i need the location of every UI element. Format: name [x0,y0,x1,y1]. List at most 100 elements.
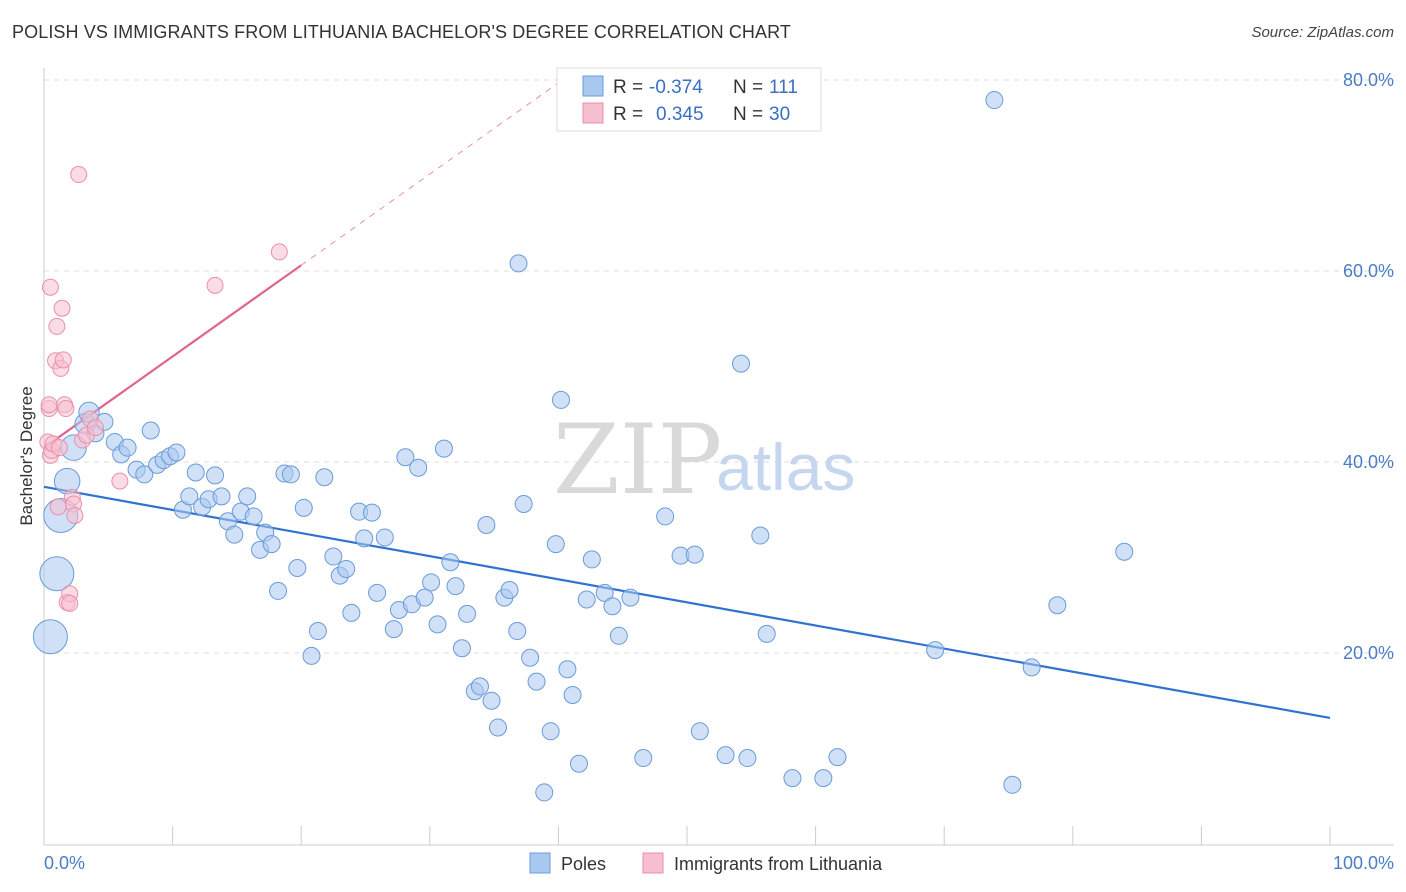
y-tick-label-60: 60.0% [1343,261,1394,281]
point-poles-68 [488,718,507,737]
y-tick-labels: 20.0% 40.0% 60.0% 80.0% [1343,70,1394,663]
point-poles-84 [582,550,601,569]
point-poles-45 [342,603,361,622]
point-poles-80 [558,660,577,679]
point-lithuania-28 [270,243,288,261]
point-poles-88 [621,588,640,607]
point-poles-39 [302,646,321,665]
point-poles-72 [509,254,528,273]
point-poles-56 [415,588,434,607]
point-poles-25 [212,487,231,506]
point-poles-99 [783,769,802,788]
point-poles-34 [269,581,288,600]
legend-n-value-lithuania: 30 [769,104,790,125]
point-lithuania-21 [70,166,88,184]
legend-swatch-lithuania [582,102,604,124]
point-poles-70 [500,580,519,599]
point-poles-94 [716,746,735,765]
series-legend-swatch-poles [529,852,551,874]
point-lithuania-2 [40,396,58,414]
point-poles-0 [32,619,68,655]
point-poles-48 [362,503,381,522]
y-tick-label-40: 40.0% [1343,452,1394,472]
trend-line-lithuania-extension [300,82,559,266]
point-poles-49 [368,583,387,602]
point-poles-29 [238,487,257,506]
point-poles-50 [375,528,394,547]
point-lithuania-17 [61,594,79,612]
point-poles-41 [315,468,334,487]
point-poles-14 [141,421,160,440]
point-poles-87 [609,626,628,645]
point-poles-77 [541,722,560,741]
point-poles-100 [814,769,833,788]
point-poles-21 [186,463,205,482]
legend-n-label-lithuania: N = [733,104,768,125]
point-lithuania-14 [57,400,75,418]
point-poles-104 [1003,775,1022,794]
point-poles-36 [281,465,300,484]
point-poles-81 [563,686,582,705]
legend-n-value-poles: 111 [769,77,798,98]
y-tick-label-20: 20.0% [1343,643,1394,663]
series-legend: Poles Immigrants from Lithuania [529,852,883,874]
point-poles-42 [324,547,343,566]
point-poles-67 [482,691,501,710]
trend-line-poles [43,485,1331,720]
point-lithuania-6 [41,278,59,296]
point-poles-97 [751,526,770,545]
point-poles-59 [434,439,453,458]
point-poles-76 [535,783,554,802]
watermark-atlas: atlas [716,430,855,504]
point-poles-40 [308,622,327,641]
point-lithuania-9 [49,498,67,516]
point-poles-58 [428,615,447,634]
x-axis-ticks [43,826,1331,845]
point-lithuania-11 [53,299,71,317]
point-poles-1 [39,556,75,592]
point-poles-30 [244,507,263,526]
point-poles-101 [828,748,847,767]
point-poles-71 [508,622,527,641]
point-lithuania-8 [48,317,66,335]
legend-swatch-poles [582,75,604,97]
point-poles-11 [118,438,137,457]
series-legend-swatch-lithuania [642,852,664,874]
point-poles-75 [527,672,546,691]
points-lithuania [39,166,288,612]
point-poles-53 [396,448,415,467]
point-poles-78 [546,535,565,554]
x-tick-label-max: 100.0% [1333,853,1394,873]
point-poles-74 [521,648,540,667]
legend-n-label-poles: N = [733,77,768,98]
legend-r-value-lithuania: 0.345 [656,104,704,125]
legend-r-label-lithuania: R = [613,104,648,125]
point-poles-93 [690,722,709,741]
point-poles-106 [1048,596,1067,615]
series-legend-label-poles: Poles [561,854,606,874]
point-poles-13 [135,465,154,484]
point-poles-98 [757,624,776,643]
y-axis-label: Bachelor's Degree [17,386,36,525]
point-poles-38 [294,498,313,517]
point-lithuania-27 [206,276,224,294]
point-lithuania-12 [54,351,72,369]
point-poles-105 [1022,658,1041,677]
point-poles-86 [603,597,622,616]
legend-r-value-poles: -0.374 [649,77,703,98]
point-poles-37 [288,559,307,578]
point-poles-66 [477,516,496,535]
point-lithuania-29 [50,439,68,457]
point-poles-57 [422,573,441,592]
point-poles-82 [569,754,588,773]
points-poles [32,91,1134,802]
point-poles-90 [656,507,675,526]
point-poles-44 [337,559,356,578]
point-poles-24 [206,466,225,485]
point-poles-63 [458,604,477,623]
point-poles-55 [409,458,428,477]
stats-legend: R = -0.374 N = 111 R = 0.345 N = 30 [556,67,822,132]
point-poles-107 [1115,542,1134,561]
trend-lines [43,82,1331,720]
